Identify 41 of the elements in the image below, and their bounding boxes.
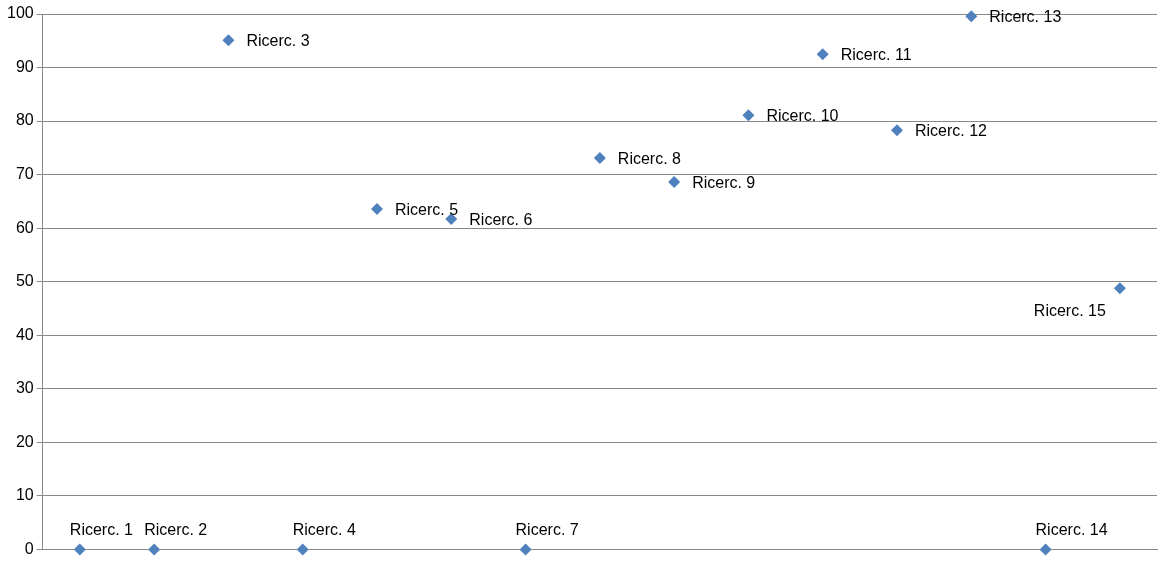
y-tick-label: 100 [6,4,34,22]
point [742,109,755,122]
annotation: Ricerc. 14 [1035,521,1108,539]
y-tick-label: 10 [15,486,34,504]
annotation: Ricerc. 11 [840,46,912,64]
point [891,124,903,137]
point [593,152,606,165]
annotation: Ricerc. 10 [766,107,839,125]
point [519,543,532,556]
annotation: Ricerc. 9 [692,174,756,192]
y-tick-label: 40 [15,325,34,343]
point [222,34,235,47]
annotation: Ricerc. 7 [515,521,579,539]
annotation: Ricerc. 3 [246,32,310,50]
annotation: Ricerc. 12 [915,122,988,140]
point [370,202,383,215]
point [296,543,309,556]
annotation: Ricerc. 6 [469,211,533,229]
point [73,543,86,556]
annotation: Ricerc. 1 [69,521,134,539]
annotation: Ricerc. 8 [617,150,682,168]
annotation: Ricerc. 2 [144,521,208,539]
point [445,213,458,226]
point [965,10,978,23]
point [816,48,829,61]
point [668,176,681,189]
y-tick-label: 20 [15,432,34,450]
y-tick-label: 30 [15,379,34,397]
point [1113,282,1126,295]
y-tick-label: 0 [24,539,34,557]
y-tick-label: 90 [15,57,34,75]
y-tick-label: 80 [15,111,34,129]
annotation: Ricerc. 5 [394,200,459,218]
annotation: Ricerc. 13 [989,8,1062,26]
annotation: Ricerc. 15 [1033,302,1106,320]
point [1039,543,1052,556]
y-tick-label: 70 [15,165,34,183]
y-tick-label: 60 [15,218,34,236]
annotation: Ricerc. 4 [292,521,356,539]
y-tick-label: 50 [15,272,34,290]
point [148,543,161,556]
